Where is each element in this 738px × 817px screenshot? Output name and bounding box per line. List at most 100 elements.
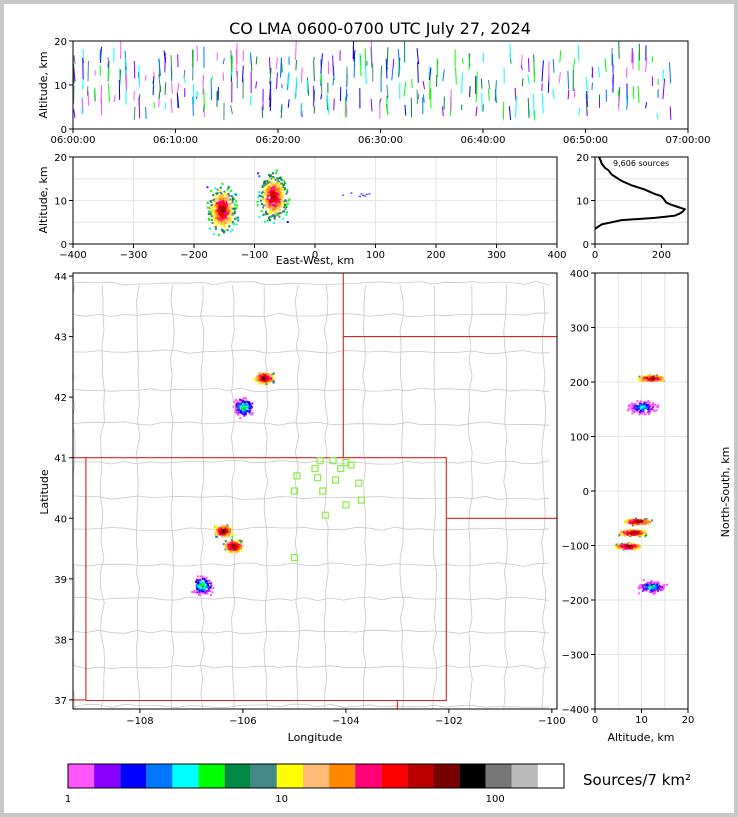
north-south-tick-label: −100 — [562, 542, 589, 553]
source-pixel — [257, 377, 260, 380]
source-pixel — [639, 400, 642, 403]
source-pixel — [224, 193, 227, 196]
source-pixel — [236, 545, 239, 548]
source-pixel — [638, 405, 641, 408]
source-pixel — [261, 376, 264, 379]
source-pixel — [271, 207, 274, 210]
source-pixel — [662, 588, 665, 591]
altitude-tick-label: 0 — [61, 240, 67, 251]
time-tick-label: 06:10:00 — [153, 135, 198, 146]
source-pixel — [224, 214, 227, 217]
source-pixel — [271, 214, 274, 217]
source-pixel — [281, 193, 284, 196]
source-pixel — [278, 208, 281, 211]
source-streak — [567, 71, 570, 90]
north-south-tick-label: 400 — [570, 269, 589, 280]
source-streak — [261, 106, 264, 118]
source-pixel — [224, 534, 227, 537]
source-pixel — [639, 545, 642, 548]
source-pixel — [235, 548, 238, 551]
source-pixel — [272, 214, 275, 217]
source-pixel — [653, 376, 656, 379]
county-line — [263, 285, 269, 709]
source-pixel — [229, 214, 232, 217]
source-streak — [386, 84, 389, 98]
source-pixel — [266, 206, 269, 209]
source-streak — [391, 67, 394, 81]
source-streak — [133, 106, 136, 121]
source-pixel — [642, 409, 645, 412]
source-pixel — [258, 175, 261, 178]
source-pixel — [218, 221, 221, 224]
source-pixel — [216, 217, 219, 220]
source-pixel — [270, 379, 273, 382]
source-pixel — [266, 373, 269, 376]
east-west-tick-label: −300 — [120, 250, 147, 261]
source-streak — [170, 55, 173, 76]
source-pixel — [226, 526, 229, 529]
source-pixel — [223, 206, 226, 209]
source-pixel — [250, 405, 253, 408]
source-pixel — [639, 530, 642, 533]
source-pixel — [275, 177, 278, 180]
source-pixel — [222, 230, 225, 233]
source-pixel — [647, 413, 650, 416]
colorbar-cell — [172, 764, 199, 788]
source-pixel — [224, 201, 227, 204]
source-pixel — [232, 401, 235, 404]
source-pixel — [654, 376, 657, 379]
colorbar-cells — [68, 764, 564, 788]
source-pixel — [209, 593, 212, 596]
county-line — [100, 285, 106, 709]
source-pixel — [272, 195, 275, 198]
county-line — [323, 285, 329, 709]
source-streak — [520, 54, 523, 68]
source-pixel — [200, 586, 203, 589]
source-pixel — [222, 196, 225, 199]
source-pixel — [197, 579, 200, 582]
source-pixel — [218, 218, 221, 221]
lma-station-marker — [342, 501, 350, 509]
source-pixel — [628, 521, 631, 524]
source-pixel — [274, 183, 277, 186]
source-pixel — [194, 591, 197, 594]
source-pixel — [272, 190, 275, 193]
source-pixel — [268, 181, 271, 184]
source-pixel — [221, 525, 224, 528]
source-pixel — [665, 583, 668, 586]
source-pixel — [263, 181, 266, 184]
source-pixel — [263, 380, 266, 383]
altitude-histogram-panel: 0 200 0 10 20 9,606 sources — [576, 153, 689, 261]
east-west-panel: −400 −300 −200 −100 0 100 200 300 400 0 10 20 Altit… — [37, 153, 567, 267]
source-pixel — [626, 545, 629, 548]
source-pixel — [235, 207, 238, 210]
source-pixel — [239, 547, 242, 550]
source-pixel — [650, 408, 653, 411]
source-pixel — [201, 583, 204, 586]
source-streak — [422, 80, 425, 90]
source-pixel — [646, 411, 649, 414]
source-pixel — [275, 171, 278, 174]
source-pixel — [233, 547, 236, 550]
colorbar-label: Sources/7 km² — [583, 771, 691, 789]
source-pixel — [267, 189, 270, 192]
source-pixel — [215, 212, 218, 215]
source-streak — [158, 86, 162, 100]
source-pixel — [260, 195, 263, 198]
source-pixel — [214, 226, 217, 229]
source-pixel — [232, 405, 235, 408]
source-pixel — [642, 522, 645, 525]
source-count-annotation: 9,606 sources — [613, 159, 669, 168]
source-pixel — [230, 189, 233, 192]
colorbar-ticks: 1 10 100 — [65, 794, 505, 805]
source-pixel — [615, 546, 618, 549]
source-pixel — [661, 377, 664, 380]
source-streak — [370, 47, 373, 68]
source-pixel — [629, 407, 632, 410]
source-pixel — [206, 201, 209, 204]
source-pixel — [658, 378, 661, 381]
source-pixel — [251, 413, 254, 416]
source-streak — [552, 58, 555, 73]
source-pixel — [219, 202, 222, 205]
source-streak — [275, 72, 278, 90]
